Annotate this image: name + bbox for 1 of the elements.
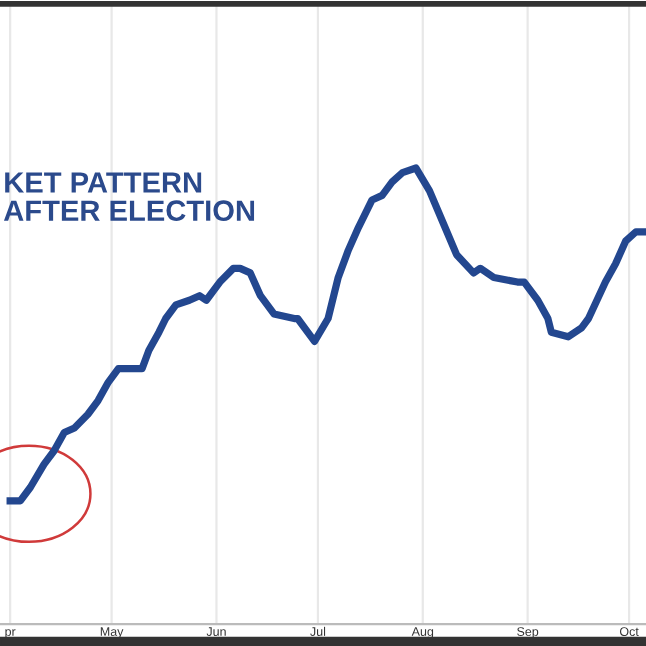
chart-title: KET PATTERN AFTER ELECTION: [3, 172, 255, 221]
